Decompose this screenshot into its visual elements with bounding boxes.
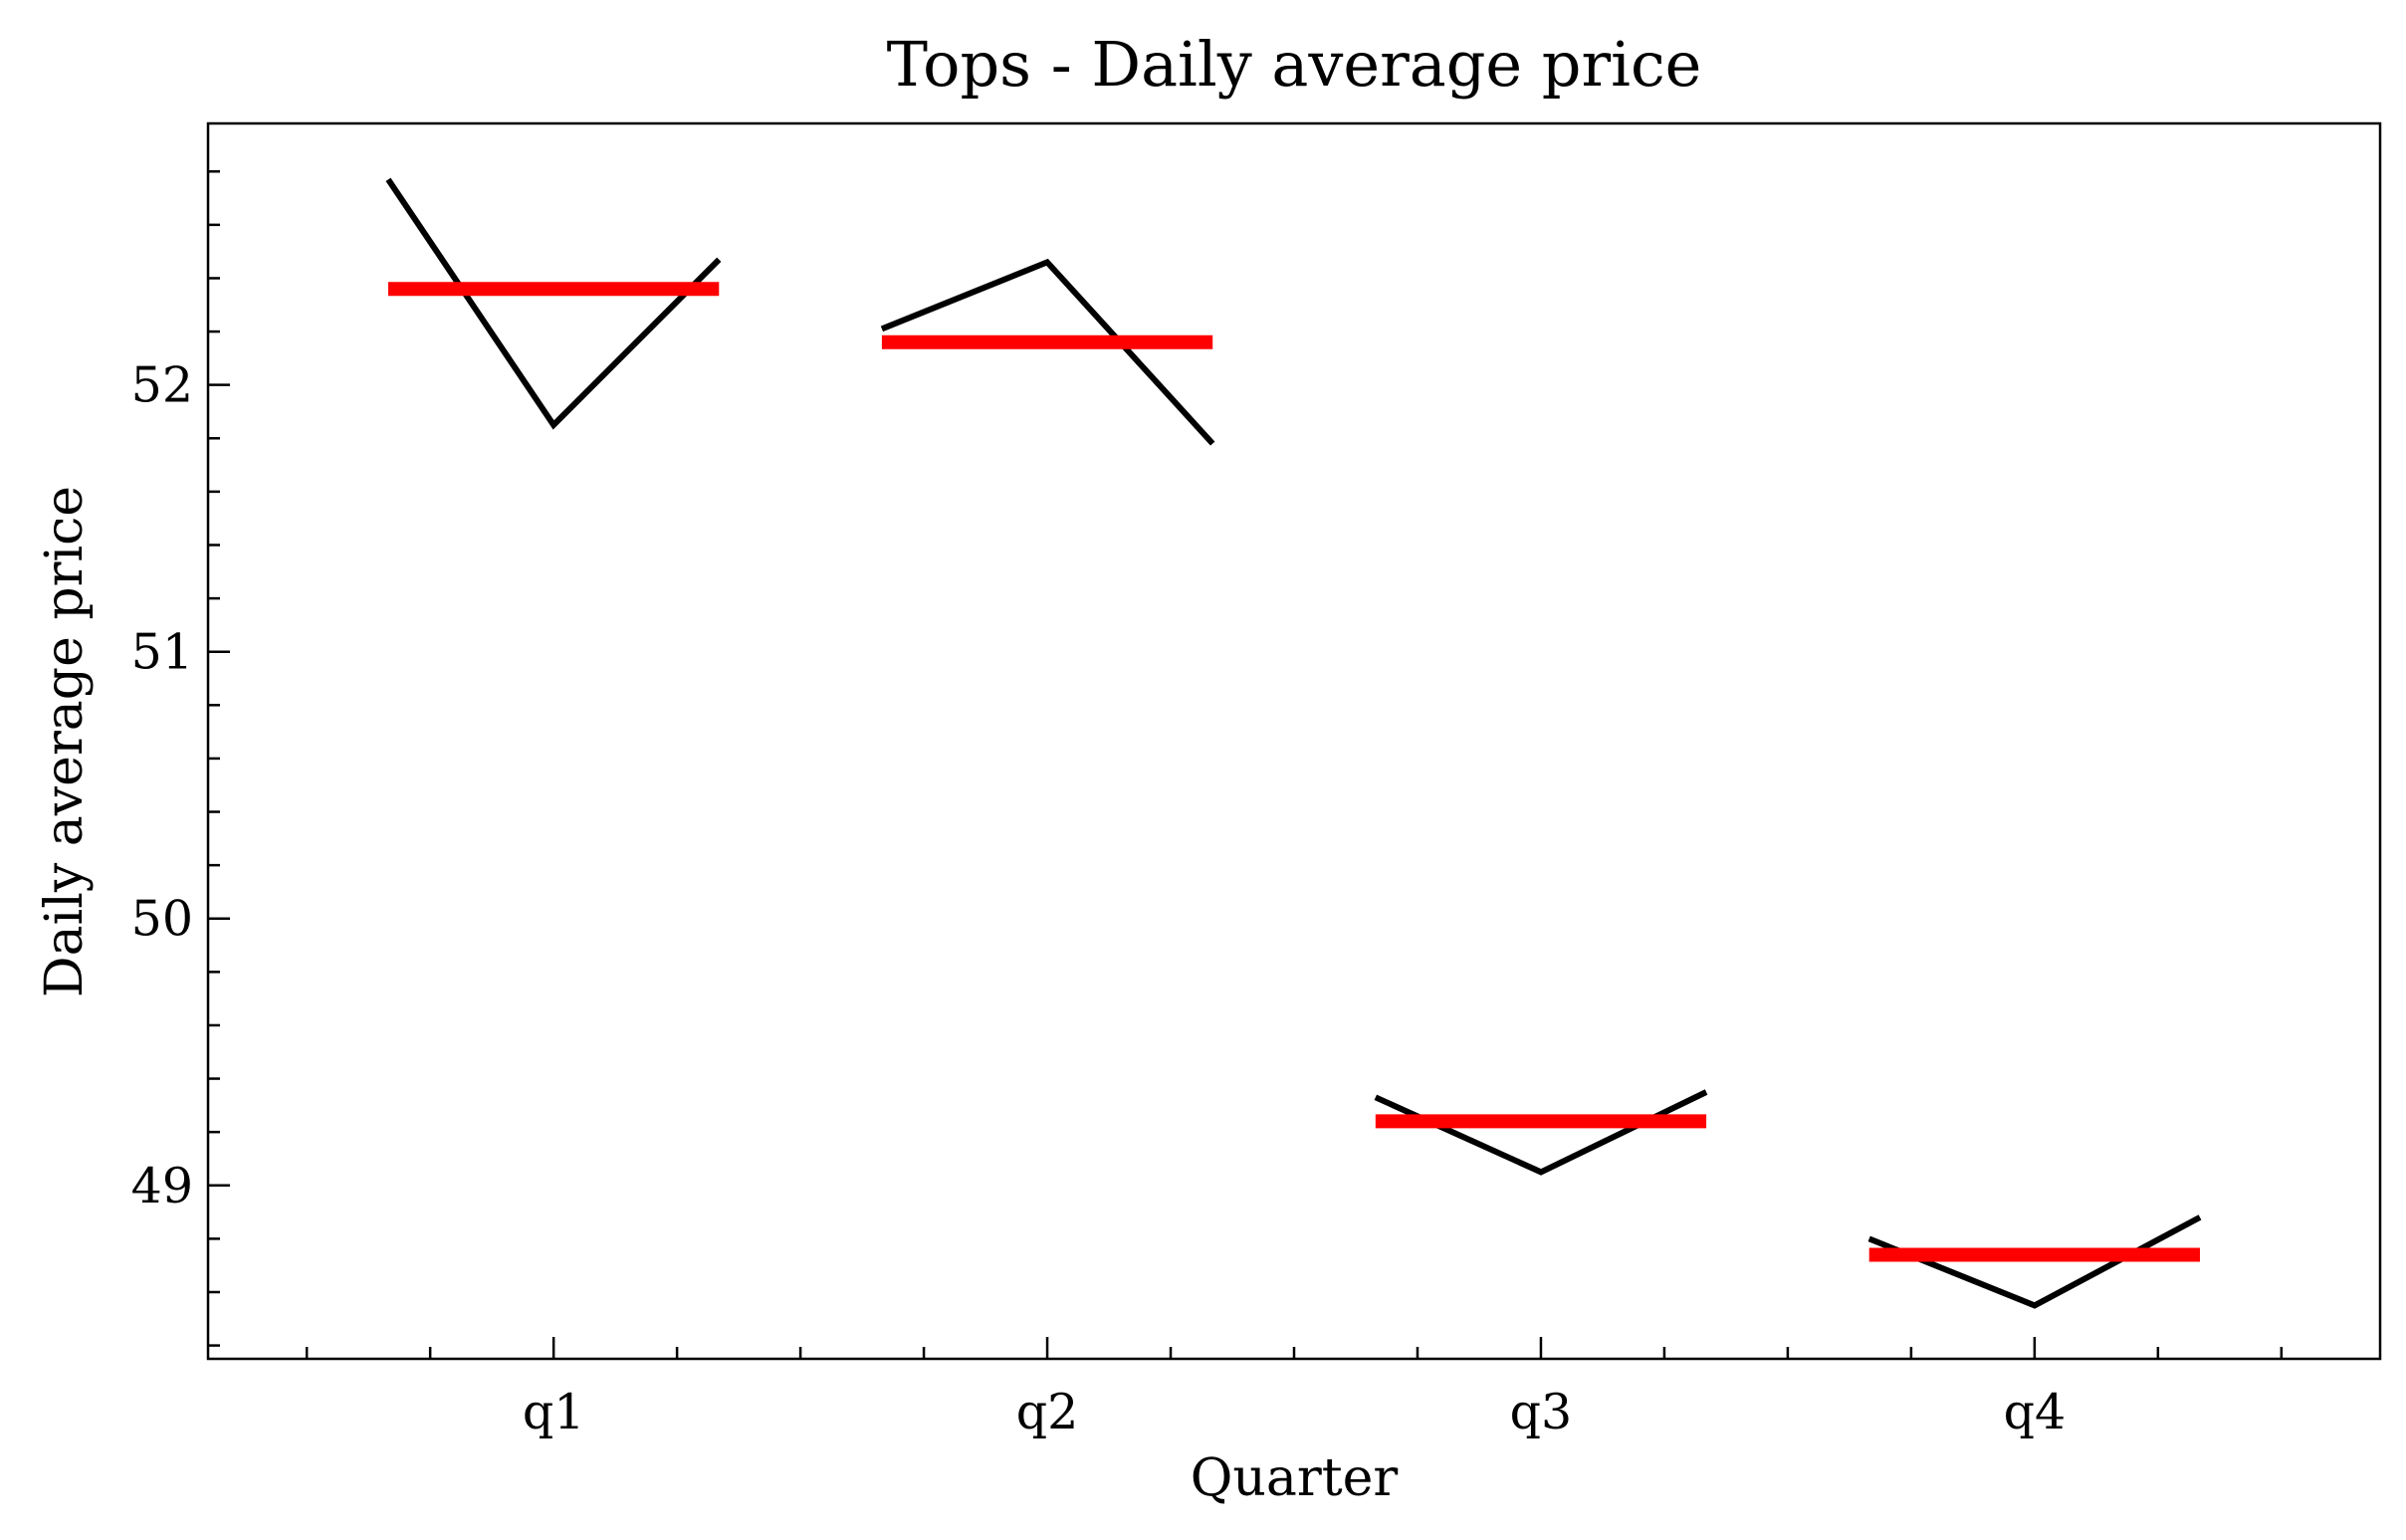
x-tick-label: q1: [523, 1384, 585, 1440]
chart-marks: [385, 177, 2202, 1309]
plot-frame: [206, 121, 2382, 1361]
y-tick-label: 52: [131, 357, 193, 414]
series-line-q2: [880, 258, 1215, 446]
x-tick-label: q4: [2004, 1384, 2067, 1440]
x-tick-label: q3: [1510, 1384, 1573, 1440]
series-line-q1: [385, 177, 722, 430]
x-tick-label: q2: [1016, 1384, 1079, 1440]
y-tick-label: 51: [131, 624, 193, 681]
y-tick-label: 49: [131, 1158, 193, 1214]
axis-ticks: q1 q2 q3 q4 49 50 51 52: [131, 169, 2284, 1440]
y-tick-label: 50: [131, 891, 193, 948]
y-axis-label: Daily average price: [35, 486, 95, 997]
x-axis-label: Quarter: [1191, 1448, 1399, 1508]
chart-title: Tops - Daily average price: [887, 28, 1702, 101]
